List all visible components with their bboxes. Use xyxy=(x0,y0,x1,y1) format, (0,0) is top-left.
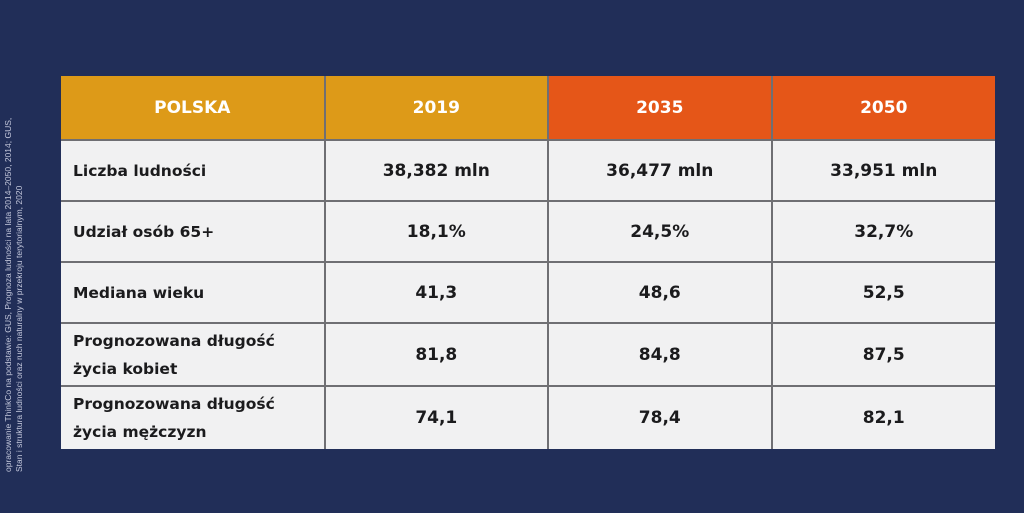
cell-median-age-2035: 48,6 xyxy=(548,261,773,323)
population-forecast-table: POLSKA 2019 2035 2050 Liczba ludności 38… xyxy=(61,76,995,449)
cell-share-65-plus-2019: 18,1% xyxy=(324,200,550,262)
cell-median-age-2050: 52,5 xyxy=(771,261,995,323)
source-note-line-1: opracowanie ThinkCo na podstawie: GUS, P… xyxy=(3,117,13,472)
row-label-population: Liczba ludności xyxy=(61,139,326,201)
table-row: Prognozowana długość życia kobiet 81,8 8… xyxy=(61,322,995,386)
header-country: POLSKA xyxy=(61,76,326,140)
table-row: Udział osób 65+ 18,1% 24,5% 32,7% xyxy=(61,200,995,262)
cell-share-65-plus-2035: 24,5% xyxy=(548,200,773,262)
header-year-2050: 2050 xyxy=(771,76,995,140)
cell-share-65-plus-2050: 32,7% xyxy=(771,200,995,262)
cell-population-2035: 36,477 mln xyxy=(548,139,773,201)
row-label-life-expectancy-men: Prognozowana długość życia mężczyzn xyxy=(61,385,326,449)
cell-life-expectancy-men-2050: 82,1 xyxy=(771,385,995,449)
row-label-share-65-plus: Udział osób 65+ xyxy=(61,200,326,262)
row-label-life-expectancy-women: Prognozowana długość życia kobiet xyxy=(61,322,326,386)
header-year-2019: 2019 xyxy=(324,76,550,140)
cell-median-age-2019: 41,3 xyxy=(324,261,550,323)
table-header-row: POLSKA 2019 2035 2050 xyxy=(61,76,995,140)
cell-population-2050: 33,951 mln xyxy=(771,139,995,201)
table-row: Mediana wieku 41,3 48,6 52,5 xyxy=(61,261,995,323)
table-row: Liczba ludności 38,382 mln 36,477 mln 33… xyxy=(61,139,995,201)
source-note-line-2: Stan i struktura ludności oraz ruch natu… xyxy=(14,185,24,472)
cell-life-expectancy-women-2050: 87,5 xyxy=(771,322,995,386)
cell-population-2019: 38,382 mln xyxy=(324,139,550,201)
row-label-median-age: Mediana wieku xyxy=(61,261,326,323)
cell-life-expectancy-women-2019: 81,8 xyxy=(324,322,550,386)
source-note: opracowanie ThinkCo na podstawie: GUS, P… xyxy=(3,32,25,472)
cell-life-expectancy-men-2035: 78,4 xyxy=(548,385,773,449)
header-year-2035: 2035 xyxy=(548,76,773,140)
cell-life-expectancy-women-2035: 84,8 xyxy=(548,322,773,386)
table-row: Prognozowana długość życia mężczyzn 74,1… xyxy=(61,385,995,449)
cell-life-expectancy-men-2019: 74,1 xyxy=(324,385,550,449)
